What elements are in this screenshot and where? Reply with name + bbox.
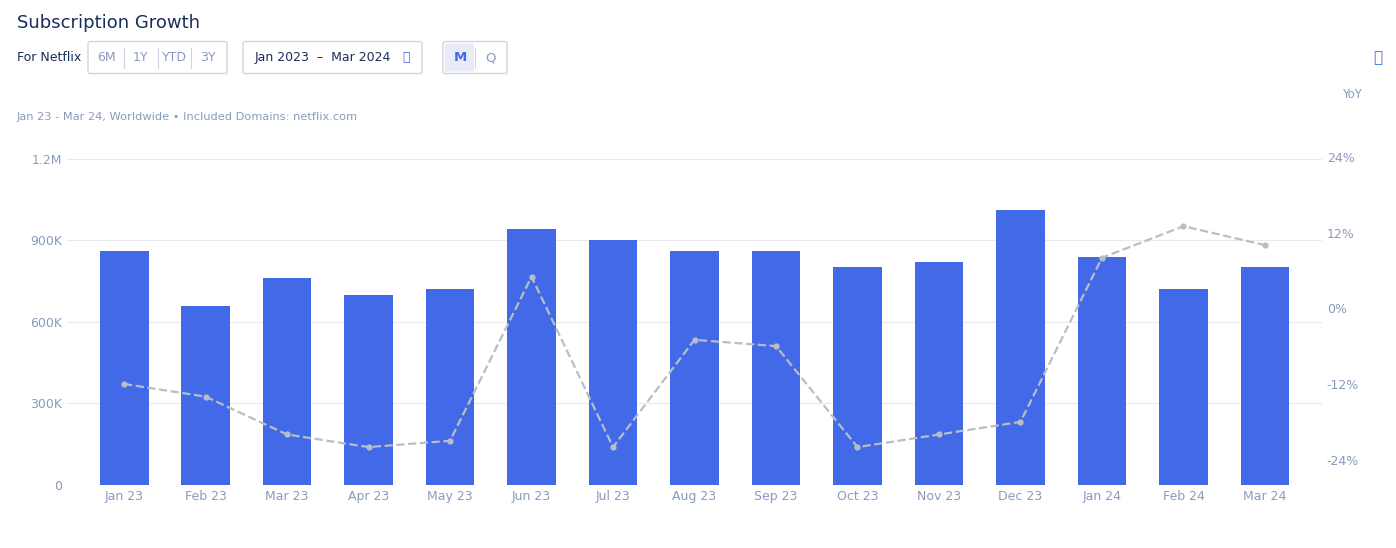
Bar [589, 240, 638, 485]
Bar [99, 251, 148, 485]
Text: Q: Q [484, 51, 496, 64]
Text: Jan 2023  –  Mar 2024: Jan 2023 – Mar 2024 [255, 51, 391, 64]
Bar [426, 289, 475, 485]
Text: M: M [454, 51, 466, 64]
Text: 3Y: 3Y [201, 51, 216, 64]
Text: Subscription Growth: Subscription Growth [17, 14, 200, 32]
Bar [833, 267, 882, 485]
Text: 📅: 📅 [402, 51, 410, 64]
Text: 6M: 6M [98, 51, 116, 64]
Text: 1Y: 1Y [133, 51, 148, 64]
Bar [181, 306, 230, 485]
Bar [751, 251, 800, 485]
Bar [914, 262, 963, 485]
Bar [343, 295, 394, 485]
FancyBboxPatch shape [88, 42, 228, 73]
FancyBboxPatch shape [443, 42, 507, 73]
Text: YTD: YTD [162, 51, 187, 64]
FancyBboxPatch shape [445, 43, 475, 72]
Bar [1241, 267, 1290, 485]
Text: For Netflix: For Netflix [17, 51, 81, 64]
Bar [670, 251, 719, 485]
Text: Jan 23 - Mar 24, Worldwide • Included Domains: netflix.com: Jan 23 - Mar 24, Worldwide • Included Do… [17, 112, 357, 122]
Bar [262, 278, 311, 485]
Text: 📊: 📊 [1374, 50, 1382, 65]
Text: YoY: YoY [1342, 88, 1361, 101]
Bar [995, 210, 1046, 485]
Bar [507, 230, 556, 485]
Bar [1159, 289, 1208, 485]
FancyBboxPatch shape [243, 42, 422, 73]
Bar [1078, 256, 1127, 485]
